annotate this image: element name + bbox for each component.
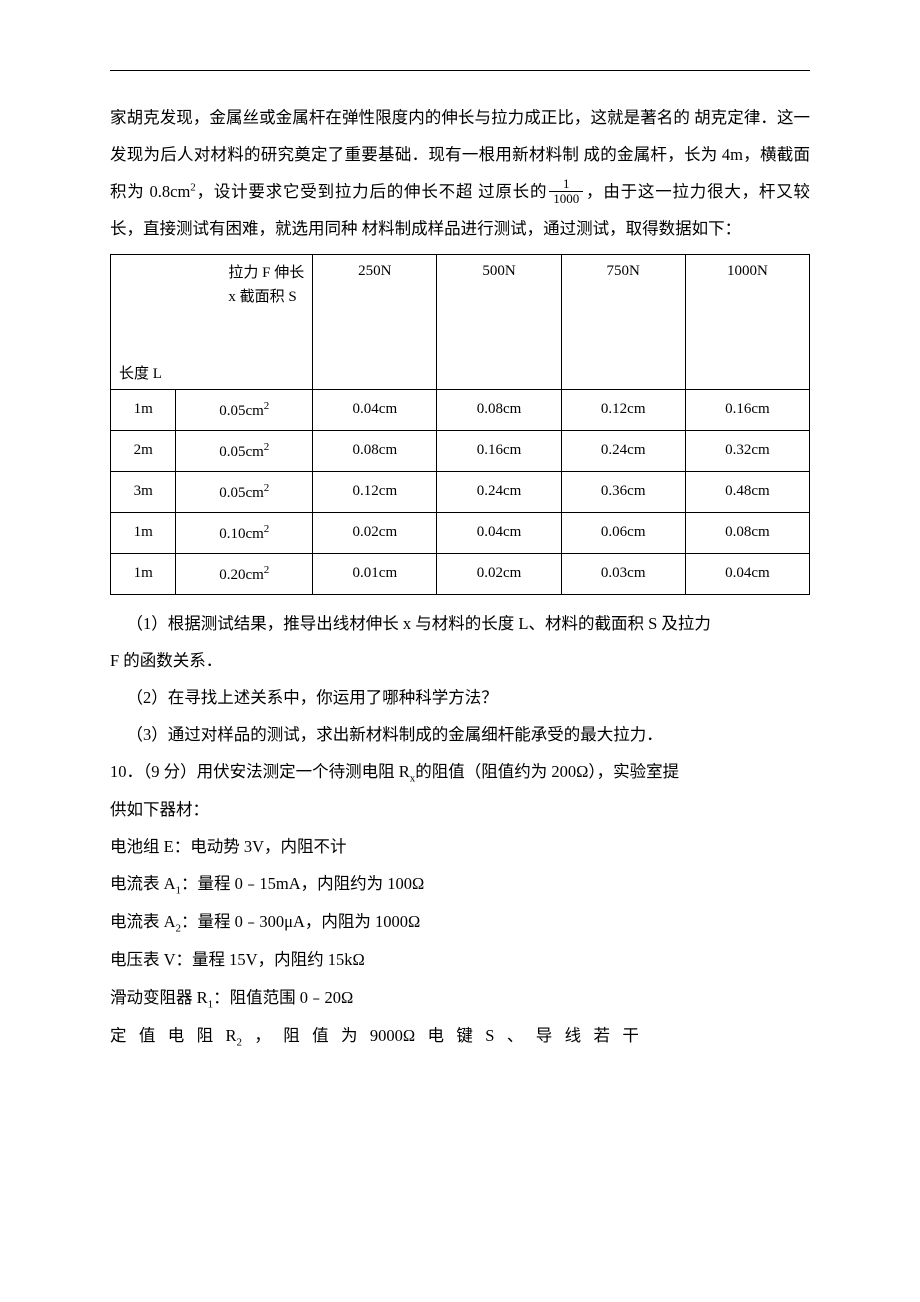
cell-area: 0.05cm2 — [176, 471, 313, 512]
cell-length: 1m — [111, 512, 176, 553]
table-row: 1m0.20cm20.01cm0.02cm0.03cm0.04cm — [111, 553, 810, 594]
p10a: 10．（9 分）用伏安法测定一个待测电阻 R — [110, 762, 410, 781]
cell-value: 0.06cm — [561, 512, 685, 553]
cell-length: 2m — [111, 430, 176, 471]
table-header-row: 拉力 F 伸长 x 截面积 S 长度 L 250N 500N 750N 1000… — [111, 254, 810, 389]
a1b: ：量程 0﹣15mA，内阻约为 100Ω — [181, 874, 424, 893]
top-rule — [110, 70, 810, 71]
cell-value: 0.08cm — [685, 512, 809, 553]
cell-area: 0.20cm2 — [176, 553, 313, 594]
intro-paragraph: 家胡克发现，金属丝或金属杆在弹性限度内的伸长与拉力成正比，这就是著名的 胡克定律… — [110, 99, 810, 248]
table-body: 1m0.05cm20.04cm0.08cm0.12cm0.16cm2m0.05c… — [111, 389, 810, 594]
r2a: 定 值 电 阻 R — [110, 1026, 237, 1045]
table-row: 1m0.05cm20.04cm0.08cm0.12cm0.16cm — [111, 389, 810, 430]
table-row: 3m0.05cm20.12cm0.24cm0.36cm0.48cm — [111, 471, 810, 512]
intro-l5: 材料制成样品进行测试，通过测试，取得数据如下： — [362, 219, 742, 238]
p10c: 供如下器材： — [110, 791, 810, 828]
cell-value: 0.32cm — [685, 430, 809, 471]
cell-value: 0.04cm — [437, 512, 561, 553]
intro-l1: 家胡克发现，金属丝或金属杆在弹性限度内的伸长与拉力成正比，这就是著名的 — [110, 108, 690, 127]
cell-value: 0.08cm — [313, 430, 437, 471]
cell-value: 0.48cm — [685, 471, 809, 512]
col-500n: 500N — [437, 254, 561, 389]
fraction-1-1000: 11000 — [547, 177, 585, 207]
r1a: 滑动变阻器 R — [110, 988, 208, 1007]
cell-value: 0.12cm — [561, 389, 685, 430]
table-row: 1m0.10cm20.02cm0.04cm0.06cm0.08cm — [111, 512, 810, 553]
cell-area: 0.05cm2 — [176, 389, 313, 430]
r2b: ， 阻 值 为 9000Ω 电 键 S 、 导 线 若 干 — [242, 1026, 639, 1045]
cell-value: 0.03cm — [561, 553, 685, 594]
p10: 10．（9 分）用伏安法测定一个待测电阻 Rx的阻值（阻值约为 200Ω），实验… — [110, 753, 810, 791]
q1-a: （1）根据测试结果，推导出线材伸长 x 与材料的长度 L、材料的截面积 S 及拉… — [127, 614, 711, 633]
ammeter-a2: 电流表 A2：量程 0﹣300μA，内阻为 1000Ω — [110, 903, 810, 941]
cell-area: 0.10cm2 — [176, 512, 313, 553]
intro-l3b: ，设计要求它受到拉力后的伸长不超 — [196, 182, 473, 201]
diag-top-label: 拉力 F 伸长 x 截面积 S — [228, 261, 304, 309]
cell-value: 0.12cm — [313, 471, 437, 512]
test-data-table: 拉力 F 伸长 x 截面积 S 长度 L 250N 500N 750N 1000… — [110, 254, 810, 595]
cell-value: 0.24cm — [561, 430, 685, 471]
table-row: 2m0.05cm20.08cm0.16cm0.24cm0.32cm — [111, 430, 810, 471]
col-750n: 750N — [561, 254, 685, 389]
frac-den: 1000 — [549, 192, 583, 206]
r1b: ：阻值范围 0﹣20Ω — [213, 988, 353, 1007]
diag-bottom-label: 长度 L — [119, 362, 162, 383]
rheostat-line: 滑动变阻器 R1：阻值范围 0﹣20Ω — [110, 979, 810, 1017]
a2a: 电流表 A — [110, 912, 176, 931]
cell-area: 0.05cm2 — [176, 430, 313, 471]
cell-length: 3m — [111, 471, 176, 512]
ammeter-a1: 电流表 A1：量程 0﹣15mA，内阻约为 100Ω — [110, 865, 810, 903]
col-250n: 250N — [313, 254, 437, 389]
q2: （2）在寻找上述关系中，你运用了哪种科学方法？ — [110, 679, 810, 716]
cell-value: 0.16cm — [437, 430, 561, 471]
a1a: 电流表 A — [110, 874, 176, 893]
q1: （1）根据测试结果，推导出线材伸长 x 与材料的长度 L、材料的截面积 S 及拉… — [110, 605, 810, 642]
cell-value: 0.01cm — [313, 553, 437, 594]
q1-b: F 的函数关系． — [110, 651, 222, 670]
fixed-resistor-line: 定 值 电 阻 R2 ， 阻 值 为 9000Ω 电 键 S 、 导 线 若 干 — [110, 1017, 810, 1055]
voltmeter-line: 电压表 V：量程 15V，内阻约 15kΩ — [110, 941, 810, 978]
q1-cont: F 的函数关系． — [110, 642, 810, 679]
p10b: 的阻值（阻值约为 200Ω），实验室提 — [415, 762, 679, 781]
a2b: ：量程 0﹣300μA，内阻为 1000Ω — [181, 912, 420, 931]
intro-l4a: 过原长的 — [478, 182, 547, 201]
diag-top-1: 拉力 F 伸长 — [228, 265, 304, 281]
diag-header-cell: 拉力 F 伸长 x 截面积 S 长度 L — [111, 254, 313, 389]
cell-length: 1m — [111, 553, 176, 594]
cell-value: 0.08cm — [437, 389, 561, 430]
cell-value: 0.36cm — [561, 471, 685, 512]
cell-value: 0.02cm — [313, 512, 437, 553]
cell-value: 0.16cm — [685, 389, 809, 430]
col-1000n: 1000N — [685, 254, 809, 389]
cell-value: 0.24cm — [437, 471, 561, 512]
cell-length: 1m — [111, 389, 176, 430]
frac-num: 1 — [549, 177, 583, 192]
cell-value: 0.04cm — [313, 389, 437, 430]
battery-line: 电池组 E：电动势 3V，内阻不计 — [110, 828, 810, 865]
cell-value: 0.04cm — [685, 553, 809, 594]
q3: （3）通过对样品的测试，求出新材料制成的金属细杆能承受的最大拉力． — [110, 716, 810, 753]
diag-top-2: x 截面积 S — [228, 289, 296, 305]
cell-value: 0.02cm — [437, 553, 561, 594]
